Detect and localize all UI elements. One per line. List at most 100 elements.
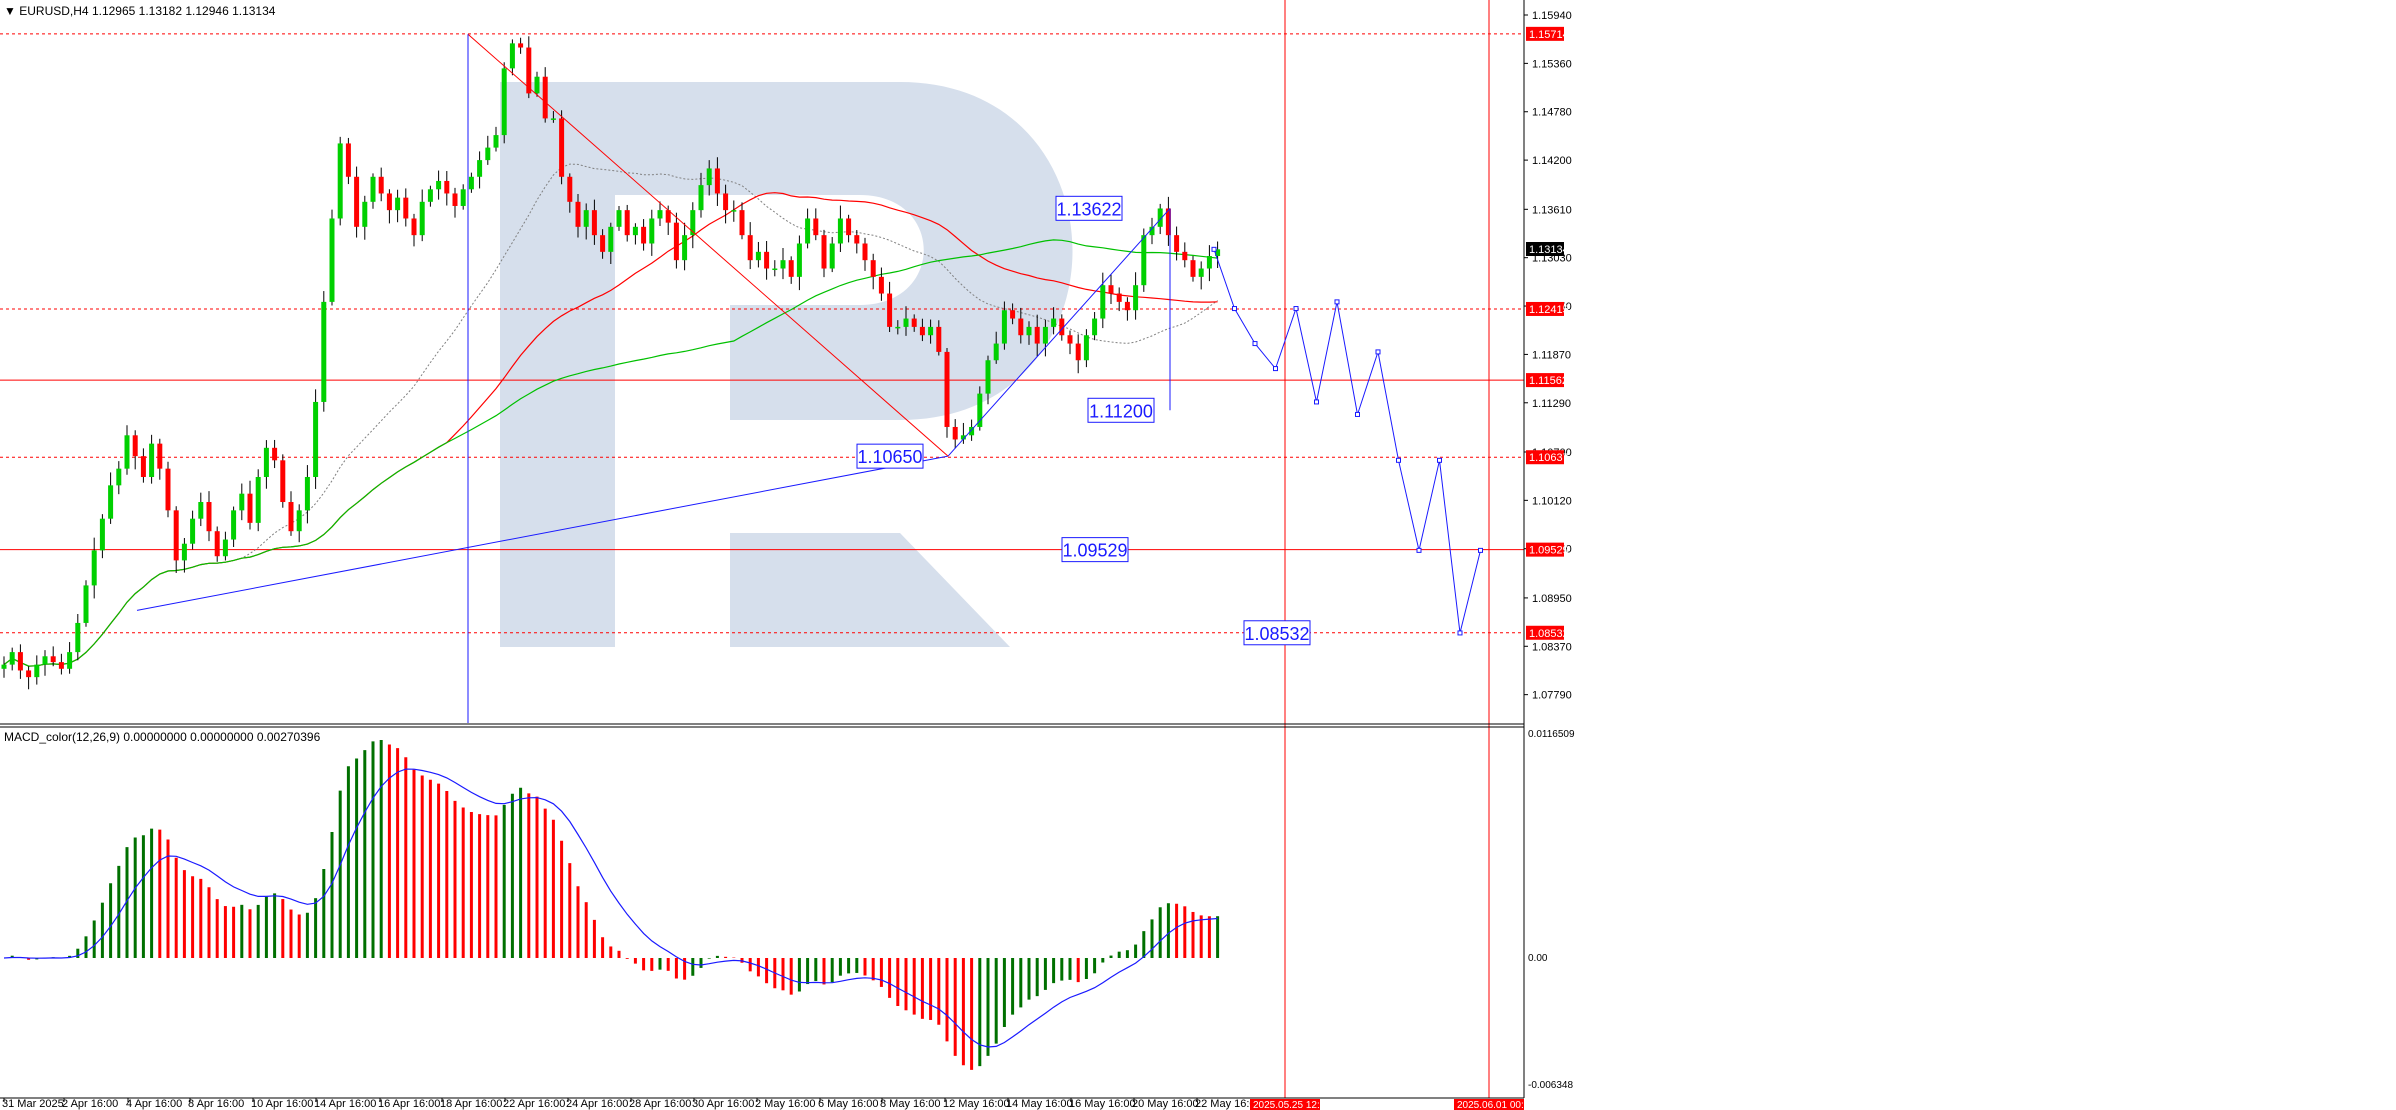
candle-body: [91, 550, 97, 586]
candle-body: [468, 176, 474, 190]
candle-body: [624, 210, 630, 236]
candle-body: [165, 468, 171, 511]
x-tick-label: 24 Apr 16:00: [566, 1098, 628, 1110]
forecast-node: [1416, 547, 1422, 553]
candle-body: [854, 235, 860, 244]
annotation-box: [1243, 620, 1311, 646]
chart-frame: [0, 0, 1525, 1099]
forecast-node: [1355, 411, 1360, 417]
candle-body: [58, 662, 64, 669]
candle-body: [1001, 310, 1007, 344]
candle-body: [26, 670, 32, 678]
candle-body: [673, 222, 679, 261]
price-level-label: 1.08532: [1529, 628, 1569, 640]
candle-body: [1198, 268, 1204, 277]
candle-body: [534, 76, 540, 94]
candle-body: [952, 426, 958, 440]
trend-line: [947, 208, 1171, 457]
candle-body: [17, 652, 23, 671]
candle-body: [550, 118, 556, 120]
candle-body: [1042, 326, 1048, 344]
price-level-tag: [1526, 373, 1564, 388]
x-marker-tag: [1454, 1099, 1524, 1110]
candle-body: [1108, 285, 1114, 294]
candle-body: [641, 226, 647, 244]
trend-line: [467, 33, 949, 457]
candle-body: [132, 435, 138, 457]
forecast-node: [1396, 457, 1401, 463]
candle-body: [985, 360, 991, 394]
collapse-triangle-icon[interactable]: ▼: [4, 4, 16, 18]
candle-body: [288, 502, 294, 532]
candle-body: [796, 243, 802, 277]
y-tick-label: 1.13610: [1532, 204, 1572, 216]
x-tick-label: 14 May 16:00: [1006, 1098, 1073, 1110]
x-tick-label: 4 Apr 16:00: [126, 1098, 182, 1110]
current-price-tag: [1526, 242, 1564, 257]
candle-body: [788, 260, 794, 277]
candle-body: [395, 197, 401, 211]
candle-body: [1075, 343, 1081, 361]
candle-body: [755, 251, 761, 261]
candle-body: [1133, 285, 1139, 311]
y-tick-label: 1.15940: [1532, 10, 1572, 22]
candle-body: [1124, 301, 1130, 311]
x-tick-label: 12 May 16:00: [943, 1098, 1010, 1110]
price-level-tag: [1526, 301, 1564, 316]
candle-body: [780, 260, 786, 269]
logo-stem: [500, 82, 615, 647]
y-tick-label: 1.10120: [1532, 495, 1572, 507]
candle-body: [1116, 293, 1122, 302]
x-tick-label: 22 Apr 16:00: [503, 1098, 565, 1110]
y-tick-label: 1.11290: [1532, 398, 1571, 410]
candle-body: [75, 622, 81, 653]
candle-body: [313, 401, 319, 477]
annotation-label: 1.08532: [1244, 624, 1309, 644]
candle-body: [222, 539, 228, 557]
forecast-node: [1252, 341, 1258, 347]
price-level-label: 1.12415: [1529, 304, 1569, 316]
x-marker-tag: [1250, 1099, 1320, 1110]
candle-body: [600, 235, 606, 252]
candle-body: [928, 326, 934, 336]
candle-body: [1051, 318, 1057, 327]
x-tick-label: 28 Apr 16:00: [629, 1098, 691, 1110]
x-tick-label: 6 May 16:00: [818, 1098, 879, 1110]
candle-body: [911, 318, 917, 327]
candle-body: [1, 664, 7, 669]
forecast-node: [1314, 399, 1319, 405]
price-level-tag: [1526, 26, 1564, 41]
indicator-header: MACD_color(12,26,9) 0.00000000 0.0000000…: [4, 730, 320, 744]
candle-body: [1092, 318, 1098, 336]
candle-body: [419, 201, 425, 236]
candle-body: [255, 476, 261, 523]
candle-body: [706, 168, 712, 186]
x-tick-label: 31 Mar 2025: [2, 1098, 64, 1110]
annotation-label: 1.09529: [1062, 541, 1127, 561]
candle-body: [993, 343, 999, 361]
candle-body: [919, 326, 925, 336]
candle-body: [99, 518, 105, 551]
ohlc-values: 1.12965 1.13182 1.12946 1.13134: [91, 4, 276, 18]
price-axis: 1.159401.153601.147801.142001.136101.130…: [1524, 10, 1572, 702]
candle-body: [34, 664, 40, 678]
candle-body: [386, 193, 392, 211]
candle-body: [878, 276, 884, 294]
symbol-label: EURUSD,H4: [19, 4, 89, 18]
x-tick-label: 30 Apr 16:00: [692, 1098, 754, 1110]
forecast-node: [1211, 246, 1217, 252]
candle-body: [362, 201, 368, 227]
candle-body: [1018, 318, 1024, 336]
x-tick-label: 2 Apr 16:00: [62, 1098, 118, 1110]
candle-body: [821, 235, 827, 269]
annotation-label: 1.13622: [1056, 199, 1121, 219]
candle-body: [632, 226, 638, 236]
candle-body: [444, 180, 450, 194]
annotation-box: [1087, 397, 1155, 423]
macd-axis-label: 0.00: [1528, 953, 1548, 964]
candle-body: [698, 185, 704, 211]
candle-body: [690, 210, 696, 236]
y-tick-label: 1.07790: [1532, 690, 1572, 702]
